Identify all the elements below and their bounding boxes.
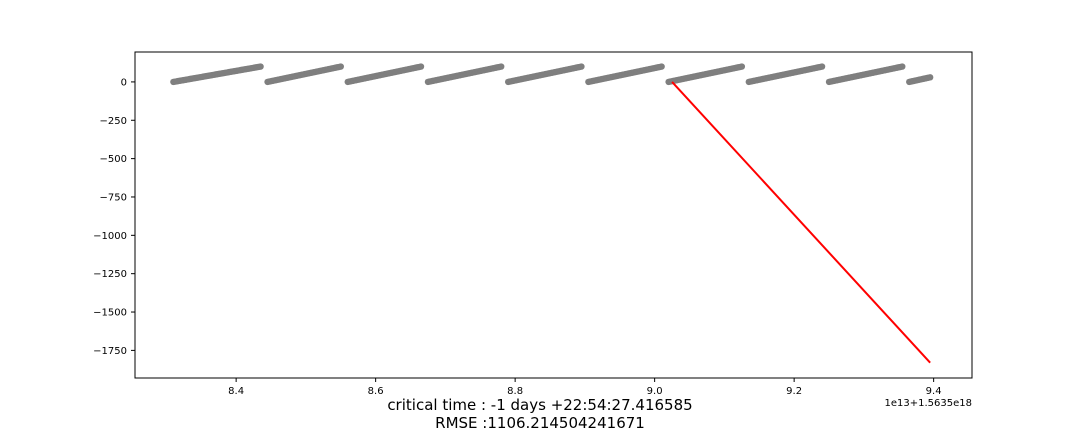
critical-time-caption: critical time : -1 days +22:54:27.416585 — [387, 396, 693, 414]
rmse-caption: RMSE :1106.214504241671 — [435, 414, 645, 432]
scatter-point — [899, 63, 906, 70]
x-offset-label: 1e13+1.5635e18 — [885, 398, 973, 409]
y-tick-label: −250 — [100, 116, 127, 127]
y-tick-label: −750 — [100, 192, 127, 203]
scatter-point — [497, 63, 505, 70]
y-tick-label: −1500 — [93, 308, 127, 319]
x-tick-label: 8.8 — [507, 386, 523, 397]
fit-line — [671, 81, 931, 364]
y-tick-label: −1750 — [93, 346, 127, 357]
x-tick-label: 8.6 — [368, 386, 384, 397]
scatter-point — [417, 63, 425, 70]
y-tick-label: −1000 — [93, 231, 127, 242]
scatter-point — [926, 74, 934, 81]
x-tick-label: 8.4 — [228, 386, 244, 397]
scatter-point — [738, 63, 746, 70]
scatter-point — [578, 63, 585, 70]
y-tick-label: 0 — [121, 77, 127, 88]
x-tick-label: 9.4 — [926, 386, 942, 397]
y-tick-label: −500 — [100, 154, 127, 165]
x-tick-label: 9.0 — [647, 386, 663, 397]
plot-area — [134, 51, 973, 379]
axis-layer: 8.4 8.6 8.8 9.0 9.2 9.4 0 −250 −500 −750 −1000 −125… — [93, 77, 941, 397]
scatter-point — [658, 63, 665, 70]
y-tick-label: −1250 — [93, 269, 127, 280]
scatter-point — [337, 63, 344, 70]
data-layer — [170, 63, 934, 364]
scatter-point — [257, 63, 264, 70]
scatter-point — [818, 63, 826, 70]
x-tick-label: 9.2 — [786, 386, 802, 397]
